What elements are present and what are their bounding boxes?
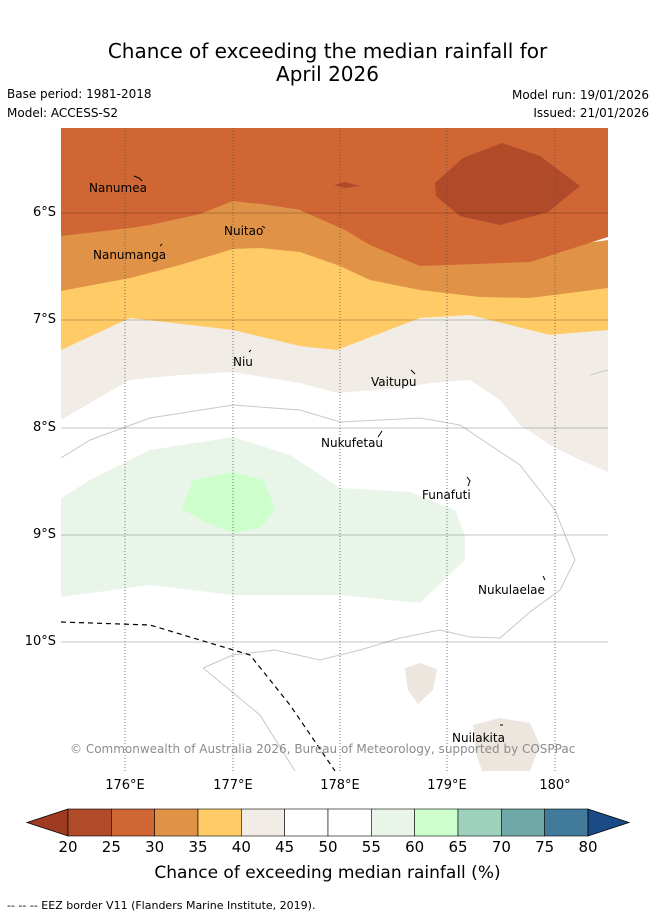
island-nukufetau [377,430,383,438]
colorbar-segment [241,808,285,837]
colorbar-tick-label: 60 [405,838,425,856]
colorbar-segment [67,808,112,837]
probability-40-45-band [61,300,608,472]
colorbar-tick-label: 45 [275,838,295,856]
lat-label-9s: 9°S [32,527,56,542]
island-funafuti [466,476,471,487]
island-nuitao [261,225,266,229]
place-label-funafuti: Funafuti [422,488,471,502]
eez-footnote: -- -- -- EEZ border V11 (Flanders Marine… [7,899,316,912]
lon-label-179e: 179°E [427,778,467,793]
base-period: Base period: 1981-2018 [7,87,152,101]
island-outlines [133,175,546,726]
colorbar-under-arrow [25,808,69,837]
place-label-nuitao: Nuitao [224,224,264,238]
probability-60-65-band [182,472,275,533]
colorbar-tick-label: 20 [58,838,78,856]
colorbar-over-arrow [587,808,631,837]
place-label-nuilakita: Nuilakita [452,731,505,745]
place-label-niu: Niu [233,355,253,369]
probability-20-25-small-band [334,182,360,188]
contour-lines [61,369,608,771]
colorbar-tick-label: 25 [101,838,121,856]
map-area [61,128,608,771]
colorbar-segment [501,808,545,837]
colorbar-segment [111,808,155,837]
colorbar-segment [284,808,329,837]
lon-label-176e: 176°E [105,778,145,793]
probability-20-25-band [435,143,580,225]
colorbar-segment [197,808,242,837]
title-line-2: April 2026 [276,62,379,86]
island-niu [248,349,252,353]
colorbar-title: Chance of exceeding median rainfall (%) [154,863,501,883]
colorbar-tick-label: 65 [448,838,468,856]
island-vaitupu [410,369,416,375]
eez-border [61,621,336,771]
colorbar-segment [327,808,372,837]
model-name: Model: ACCESS-S2 [7,106,119,120]
place-label-nanumanga: Nanumanga [93,248,167,262]
colorbar-segment [544,808,589,837]
island-nukulaelae [542,575,546,581]
colorbar-tick-label: 40 [231,838,251,856]
lon-label-180: 180° [539,778,571,793]
title-line-1: Chance of exceeding the median rainfall … [107,39,548,63]
copyright-notice: © Commonwealth of Australia 2026, Bureau… [70,742,576,756]
place-label-nanumea: Nanumea [89,181,147,195]
island-nanumanga [159,243,163,247]
lat-label-6s: 6°S [32,205,56,220]
lat-gridlines [61,212,608,643]
colorbar-tick-label: 70 [491,838,511,856]
lon-gridlines [124,128,556,771]
probability-30-35-band [61,200,608,298]
model-run: Model run: 19/01/2026 [511,88,649,102]
lat-label-7s: 7°S [32,312,56,327]
colorbar-graphic [25,808,631,837]
island-nanumea [133,175,143,182]
lat-label-10s: 10°S [24,634,56,649]
colorbar-tick-label: 50 [318,838,338,856]
colorbar-segment [414,808,459,837]
colorbar-tick-label: 30 [145,838,165,856]
island-patch [405,663,437,704]
colorbar-tick-label: 75 [535,838,555,856]
issued-date: Issued: 21/01/2026 [533,106,649,120]
colorbar-segment [371,808,415,837]
place-label-vaitupu: Vaitupu [371,375,417,389]
colorbar-tick-label: 35 [188,838,208,856]
colorbar-segment [154,808,199,837]
colorbar-segment [457,808,502,837]
island-patch [473,718,540,771]
place-label-nukufetau: Nukufetau [321,436,384,450]
map-title: Chance of exceeding the median rainfall … [0,40,655,86]
lon-label-178e: 178°E [320,778,360,793]
colorbar-tick-label: 55 [361,838,381,856]
place-label-nukulaelae: Nukulaelae [478,583,545,597]
lon-label-177e: 177°E [213,778,253,793]
colorbar-tick-label: 80 [578,838,598,856]
lat-label-8s: 8°S [32,420,56,435]
